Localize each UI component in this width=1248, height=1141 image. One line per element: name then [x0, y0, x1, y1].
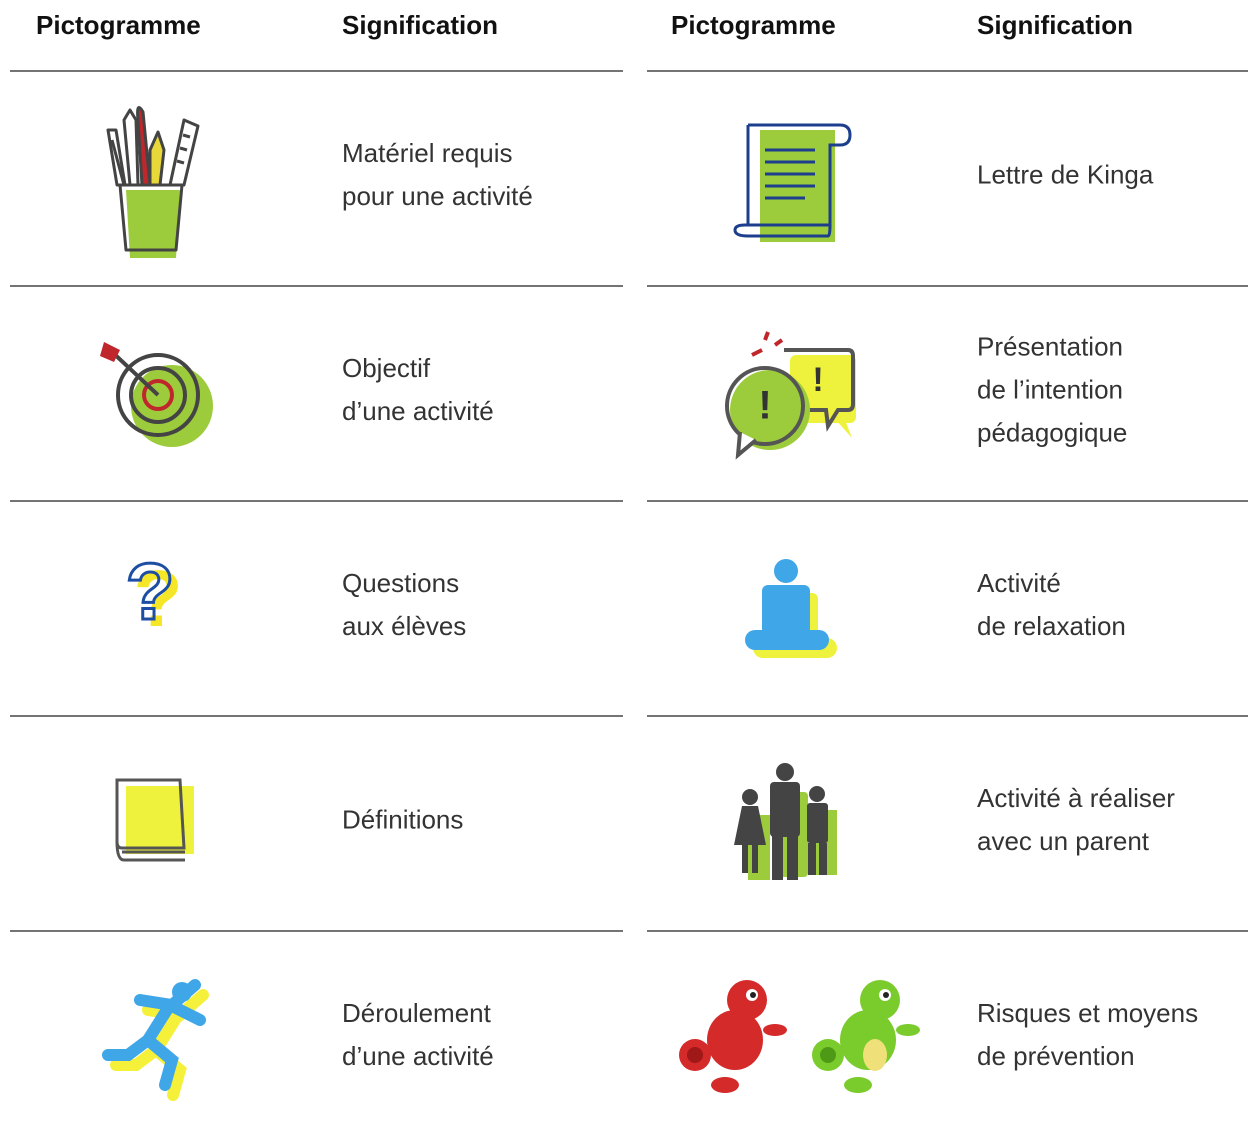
- icon-deroulement: [102, 979, 209, 1101]
- meaning-text: de prévention: [977, 1041, 1135, 1071]
- meaning-text: d’une activité: [342, 396, 494, 426]
- meaning-text: Objectif: [342, 353, 431, 383]
- meaning-text: Activité: [977, 568, 1061, 598]
- icon-objectif: [100, 342, 213, 447]
- icon-questions: ? ?: [124, 546, 183, 644]
- meaning-text: Questions: [342, 568, 459, 598]
- meaning-text: avec un parent: [977, 826, 1150, 856]
- meaning-text: pédagogique: [977, 417, 1127, 447]
- icon-parent: [734, 763, 837, 880]
- column-header: Pictogramme: [671, 10, 836, 40]
- svg-text:!: !: [812, 361, 823, 399]
- column-header: Signification: [342, 10, 498, 40]
- meaning-text: de relaxation: [977, 611, 1126, 641]
- meaning-text: Lettre de Kinga: [977, 159, 1154, 189]
- meaning-text: Matériel requis: [342, 138, 513, 168]
- icon-risques: [679, 980, 920, 1093]
- icon-materiel: [106, 106, 200, 258]
- meaning-text: pour une activité: [342, 181, 533, 211]
- svg-text:?: ?: [134, 554, 183, 643]
- column-header: Pictogramme: [36, 10, 201, 40]
- icon-intention: ! !: [725, 331, 856, 460]
- svg-text:!: !: [758, 384, 771, 428]
- icon-definitions: [115, 778, 194, 862]
- column-header: Signification: [977, 10, 1133, 40]
- meaning-text: d’une activité: [342, 1041, 494, 1071]
- meaning-text: de l’intention: [977, 374, 1123, 404]
- meaning-text: aux élèves: [342, 611, 466, 641]
- meaning-text: Présentation: [977, 331, 1123, 361]
- svg-text:?: ?: [126, 547, 175, 636]
- meaning-text: Déroulement: [342, 998, 492, 1028]
- meaning-text: Activité à réaliser: [977, 783, 1175, 813]
- meaning-text: Définitions: [342, 804, 463, 834]
- icon-relaxation: [745, 559, 837, 658]
- icon-lettre: [733, 123, 852, 242]
- meaning-text: Risques et moyens: [977, 998, 1198, 1028]
